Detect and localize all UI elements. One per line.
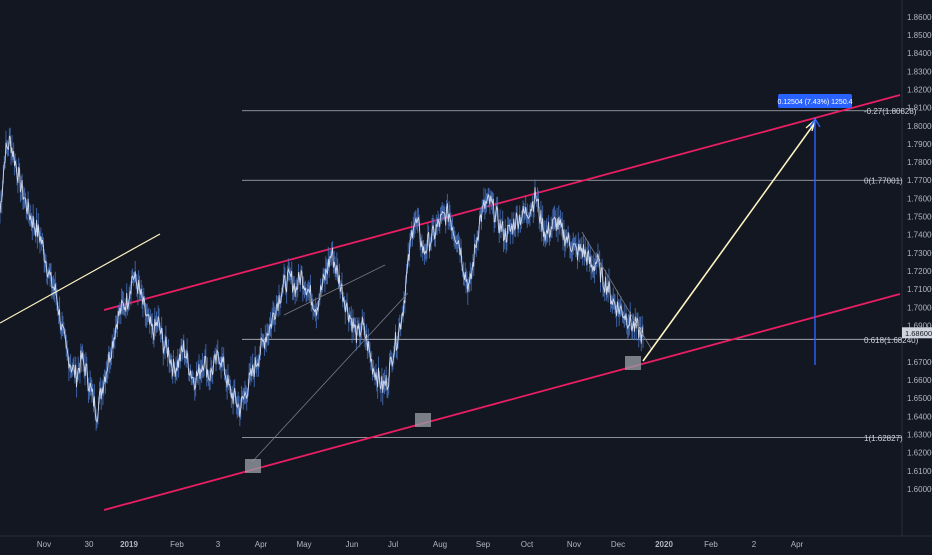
x-tick-label: Jun — [346, 540, 359, 549]
y-tick-label: 1.67000 — [907, 358, 932, 367]
current-price-tag — [902, 327, 932, 339]
projection-line[interactable] — [642, 123, 815, 362]
y-tick-label: 1.80000 — [907, 122, 932, 131]
y-tick-label: 1.83000 — [907, 67, 932, 76]
y-tick-label: 1.75000 — [907, 213, 932, 222]
y-tick-label: 1.79000 — [907, 140, 932, 149]
x-tick-label: Oct — [521, 540, 534, 549]
trendline-lower-minor[interactable] — [251, 292, 409, 463]
fib-level-label: -0.27(1.80828) — [864, 107, 917, 116]
y-tick-label: 1.62000 — [907, 449, 932, 458]
x-tick-label: Feb — [170, 540, 184, 549]
channel-upper-line[interactable] — [103, 94, 901, 311]
y-tick-label: 1.64000 — [907, 412, 932, 421]
y-tick-label: 1.81000 — [907, 104, 932, 113]
measure-label-box — [778, 94, 852, 108]
trendline-left[interactable] — [0, 233, 161, 324]
fib-level-label: 1(1.62827) — [864, 434, 903, 443]
x-tick-label: 2020 — [655, 540, 673, 549]
channel-lower-line[interactable] — [103, 293, 901, 511]
x-tick-label: Sep — [476, 540, 491, 549]
y-tick-label: 1.69000 — [907, 322, 932, 331]
x-tick-label: 30 — [85, 540, 94, 549]
y-tick-label: 1.76000 — [907, 194, 932, 203]
x-tick-label: Nov — [37, 540, 51, 549]
pivot-marker[interactable] — [415, 413, 431, 427]
x-tick-label: Feb — [704, 540, 718, 549]
measure-arrowhead-icon — [809, 117, 821, 128]
y-tick-label: 1.70000 — [907, 303, 932, 312]
pivot-marker[interactable] — [625, 356, 641, 370]
y-tick-label: 1.82000 — [907, 85, 932, 94]
fib-level-label: 0.618(1.68240) — [864, 336, 919, 345]
trendline-upper-minor[interactable] — [283, 264, 386, 316]
x-tick-label: Aug — [433, 540, 447, 549]
y-tick-label: 1.65000 — [907, 394, 932, 403]
x-tick-label: May — [296, 540, 311, 549]
x-tick-label: 2019 — [120, 540, 138, 549]
x-tick-label: 3 — [216, 540, 221, 549]
pivot-marker[interactable] — [245, 459, 261, 473]
x-tick-label: Nov — [567, 540, 581, 549]
y-tick-label: 1.73000 — [907, 249, 932, 258]
price-series-line — [0, 135, 644, 424]
y-tick-label: 1.86000 — [907, 13, 932, 22]
y-tick-label: 1.85000 — [907, 31, 932, 40]
y-tick-label: 1.78000 — [907, 158, 932, 167]
y-tick-label: 1.77000 — [907, 176, 932, 185]
y-tick-label: 1.63000 — [907, 430, 932, 439]
y-tick-label: 1.74000 — [907, 231, 932, 240]
y-tick-label: 1.72000 — [907, 267, 932, 276]
y-tick-label: 1.71000 — [907, 285, 932, 294]
y-tick-label: 1.66000 — [907, 376, 932, 385]
x-tick-label: Apr — [791, 540, 804, 549]
measure-label: 0.12504 (7.43%) 1250.4 — [777, 99, 852, 106]
x-tick-label: Dec — [611, 540, 625, 549]
y-tick-label: 1.84000 — [907, 49, 932, 58]
current-price-label: 1.68600 — [905, 329, 932, 338]
trendline-descending[interactable] — [581, 231, 653, 351]
x-tick-label: Apr — [255, 540, 268, 549]
y-tick-label: 1.61000 — [907, 467, 932, 476]
x-tick-label: 2 — [752, 540, 757, 549]
y-tick-label: 1.60000 — [907, 485, 932, 494]
x-tick-label: Jul — [388, 540, 398, 549]
fib-level-label: 0(1.77001) — [864, 177, 903, 186]
